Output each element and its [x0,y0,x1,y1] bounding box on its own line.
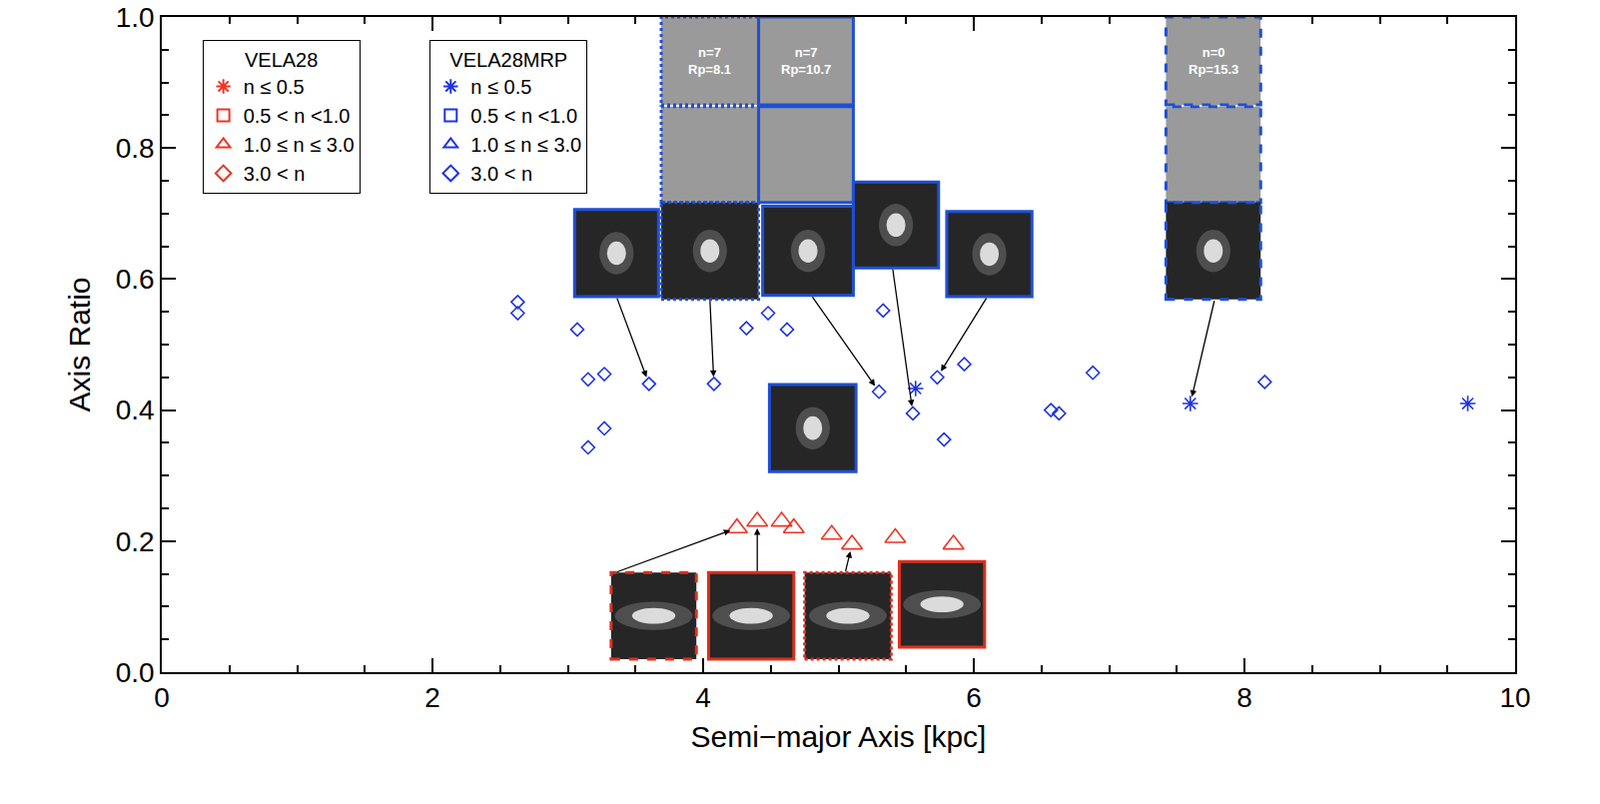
svg-text:4: 4 [695,682,712,714]
svg-text:0.6: 0.6 [115,263,155,295]
svg-text:0.5 < n <1.0: 0.5 < n <1.0 [470,104,578,127]
svg-text:3.0 < n: 3.0 < n [470,162,533,185]
svg-text:3.0 < n: 3.0 < n [243,162,306,185]
svg-text:0.0: 0.0 [115,657,155,689]
svg-text:n=0Rp=15.3: n=0Rp=15.3 [1188,44,1239,77]
svg-text:VELA28MRP: VELA28MRP [449,48,568,71]
svg-text:n=7Rp=8.1: n=7Rp=8.1 [688,44,732,77]
svg-text:0.2: 0.2 [115,526,155,558]
svg-text:0.8: 0.8 [115,132,155,164]
svg-text:Axis Ratio: Axis Ratio [62,276,96,412]
svg-text:10: 10 [1499,682,1531,714]
svg-text:Semi−major Axis [kpc]: Semi−major Axis [kpc] [691,720,987,754]
svg-text:n=7Rp=10.7: n=7Rp=10.7 [781,44,831,77]
svg-text:6: 6 [965,682,982,714]
svg-text:1.0 ≤ n ≤ 3.0: 1.0 ≤ n ≤ 3.0 [243,133,355,156]
svg-text:VELA28: VELA28 [244,48,318,71]
svg-text:0: 0 [153,682,170,714]
svg-text:1.0 ≤ n ≤ 3.0: 1.0 ≤ n ≤ 3.0 [470,133,582,156]
svg-text:2: 2 [424,682,441,714]
svg-text:8: 8 [1236,682,1253,714]
svg-text:n ≤ 0.5: n ≤ 0.5 [243,75,305,98]
svg-text:0.5 < n <1.0: 0.5 < n <1.0 [243,104,351,127]
svg-text:1.0: 1.0 [115,1,155,33]
svg-text:0.4: 0.4 [115,394,155,426]
svg-text:n ≤ 0.5: n ≤ 0.5 [470,75,532,98]
